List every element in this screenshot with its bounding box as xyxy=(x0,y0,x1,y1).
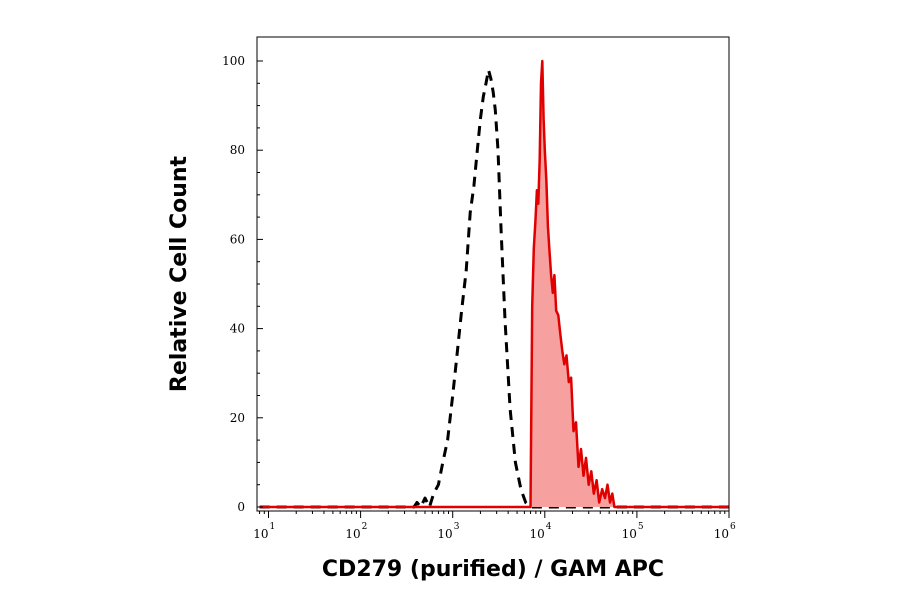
x-tick-label: 10 xyxy=(714,527,729,541)
series-1-line xyxy=(259,59,729,509)
x-tick-label: 10 xyxy=(345,527,360,541)
y-axis: 0 20 40 60 80 100 xyxy=(222,54,263,514)
x-tick-exponent: 1 xyxy=(270,522,276,532)
plot-frame xyxy=(256,36,730,512)
series-0-line xyxy=(259,68,729,509)
y-tick-label: 60 xyxy=(230,232,245,246)
x-axis: 10 1 10 2 10 3 10 4 10 5 10 6 xyxy=(253,511,736,541)
y-tick-label: 20 xyxy=(230,411,245,425)
y-tick-label: 80 xyxy=(230,143,245,157)
y-tick-label: 0 xyxy=(237,500,245,514)
x-tick-exponent: 4 xyxy=(546,522,552,532)
x-tick-label: 10 xyxy=(622,527,637,541)
x-tick-exponent: 3 xyxy=(454,522,460,532)
series-layer xyxy=(259,59,729,509)
x-tick-label: 10 xyxy=(437,527,452,541)
x-tick-label: 10 xyxy=(253,527,268,541)
x-tick-exponent: 5 xyxy=(638,522,644,532)
y-tick-label: 100 xyxy=(222,54,245,68)
x-tick-label: 10 xyxy=(530,527,545,541)
y-tick-label: 40 xyxy=(230,322,245,336)
x-tick-exponent: 6 xyxy=(730,522,736,532)
x-axis-title: CD279 (purified) / GAM APC xyxy=(322,557,664,582)
y-axis-title: Relative Cell Count xyxy=(167,155,192,392)
x-tick-exponent: 2 xyxy=(362,522,368,532)
series-1-fill xyxy=(259,61,729,507)
